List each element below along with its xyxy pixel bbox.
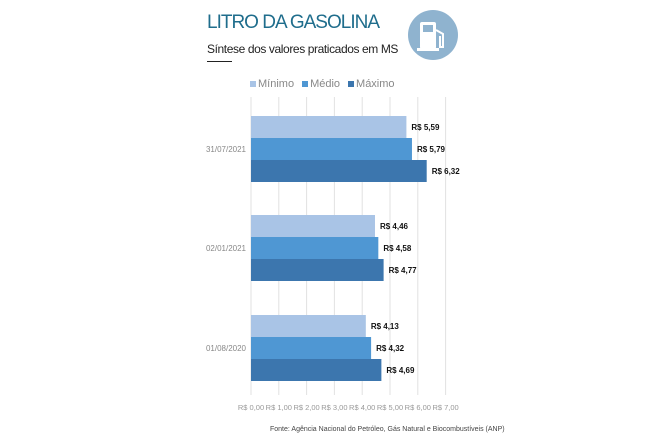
bar	[251, 116, 407, 138]
bar	[251, 138, 412, 160]
legend-swatch	[250, 81, 256, 87]
x-tick-label: R$ 7,00	[432, 403, 458, 412]
data-label: R$ 5,79	[417, 145, 446, 154]
legend-swatch	[348, 81, 355, 87]
category-label: 01/08/2020	[206, 344, 247, 353]
legend-item: Médio	[302, 78, 340, 90]
bar	[251, 337, 372, 359]
legend-label: Máximo	[356, 78, 395, 90]
x-tick-label: R$ 3,00	[321, 403, 347, 412]
data-label: R$ 4,32	[376, 344, 405, 353]
data-label: R$ 6,32	[432, 167, 461, 176]
divider	[207, 61, 232, 62]
x-tick-label: R$ 4,00	[349, 403, 375, 412]
x-tick-label: R$ 0,00	[238, 403, 264, 412]
legend-item: Máximo	[348, 78, 395, 90]
category-label: 02/01/2021	[206, 244, 247, 253]
data-label: R$ 4,46	[380, 222, 409, 231]
chart-title: LITRO DA GASOLINA	[207, 12, 380, 33]
x-tick-label: R$ 6,00	[405, 403, 431, 412]
bar	[251, 160, 427, 182]
data-label: R$ 5,59	[411, 123, 440, 132]
chart-subtitle: Síntese dos valores praticados em MS	[207, 42, 399, 56]
data-label: R$ 4,13	[371, 322, 400, 331]
data-label: R$ 4,69	[386, 366, 415, 375]
bar	[251, 359, 382, 381]
data-label: R$ 4,77	[389, 266, 418, 275]
gas-pump-icon	[408, 10, 458, 60]
bar	[251, 237, 379, 259]
legend: Mínimo Médio Máximo	[250, 78, 395, 90]
x-tick-label: R$ 1,00	[266, 403, 292, 412]
legend-label: Médio	[310, 78, 341, 90]
source-note: Fonte: Agência Nacional do Petróleo, Gás…	[270, 426, 505, 433]
legend-item: Mínimo	[250, 78, 294, 90]
bar	[251, 215, 375, 237]
bar	[251, 259, 384, 281]
data-label: R$ 4,58	[383, 244, 412, 253]
x-tick-label: R$ 5,00	[377, 403, 403, 412]
x-tick-label: R$ 2,00	[293, 403, 319, 412]
legend-label: Mínimo	[258, 78, 295, 90]
category-label: 31/07/2021	[206, 145, 247, 154]
bar	[251, 315, 366, 337]
legend-swatch	[302, 81, 309, 87]
